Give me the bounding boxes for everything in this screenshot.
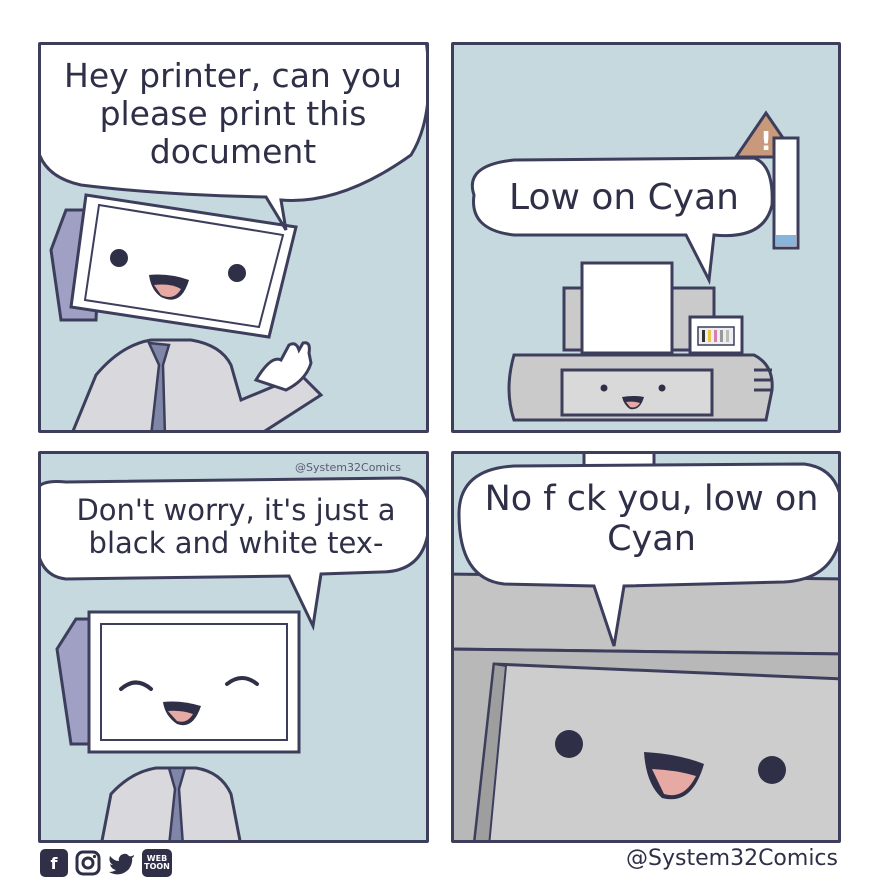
instagram-icon[interactable] <box>74 849 102 877</box>
comic-panel-2: ! Low on Cyan <box>451 42 841 433</box>
facebook-icon[interactable]: f <box>40 849 68 877</box>
footer-handle: @System32Comics <box>626 846 838 871</box>
comic-panel-3: @System32Comics Don't worry, it's just a… <box>38 451 429 843</box>
watermark: @System32Comics <box>295 461 401 474</box>
computer-character-waving <box>41 45 426 430</box>
social-links: f WEB TOON <box>40 849 172 877</box>
speech-bubble <box>471 156 774 286</box>
comic-panel-4: No f ck you, low on Cyan <box>451 451 841 843</box>
speech-text: Hey printer, can you please print this d… <box>64 56 402 171</box>
speech-text: No f ck you, low on Cyan <box>484 479 819 560</box>
speech-bubble <box>457 462 838 647</box>
printer-closeup <box>454 454 838 840</box>
twitter-icon[interactable] <box>108 849 136 877</box>
ink-level-bar <box>772 136 800 250</box>
comic-panel-1: Hey printer, can you please print this d… <box>38 42 429 433</box>
printer-low-ink: ! <box>471 110 800 422</box>
computer-character-laughing <box>41 476 426 840</box>
svg-text:!: ! <box>760 127 772 157</box>
speech-bubble <box>41 476 426 632</box>
webtoon-icon[interactable]: WEB TOON <box>142 849 172 877</box>
speech-text: Low on Cyan <box>509 177 739 218</box>
speech-text: Don't worry, it's just a black and white… <box>76 493 396 561</box>
speech-bubble <box>41 45 426 231</box>
eye-icon <box>110 249 128 267</box>
